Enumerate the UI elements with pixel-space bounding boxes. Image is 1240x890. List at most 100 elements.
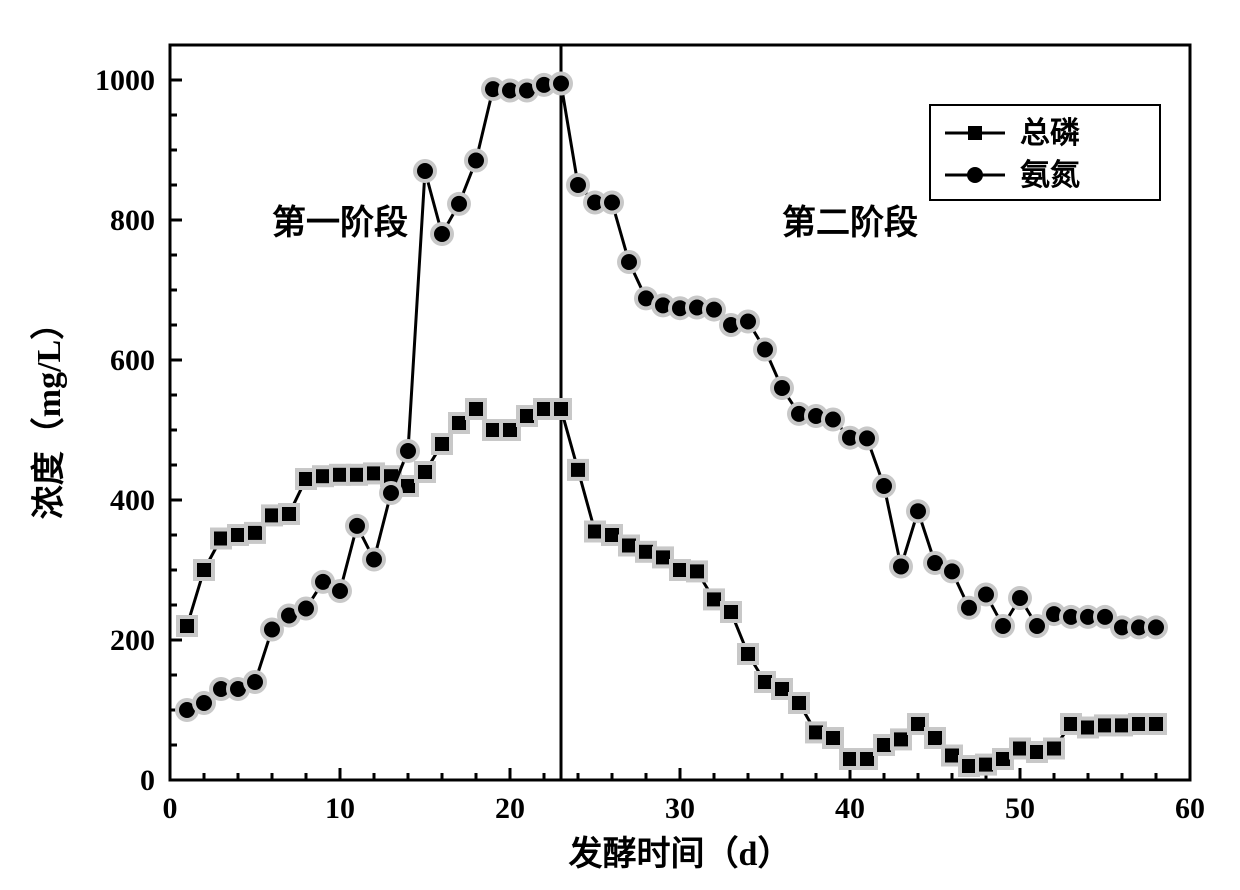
- marker-square: [1132, 717, 1146, 731]
- marker-square: [792, 696, 806, 710]
- x-tick-label: 0: [163, 792, 178, 825]
- marker-circle: [298, 601, 314, 617]
- marker-square: [1030, 745, 1044, 759]
- marker-square: [690, 564, 704, 578]
- x-axis-title: 发酵时间（d）: [569, 834, 792, 873]
- marker-square: [503, 423, 517, 437]
- marker-circle: [570, 177, 586, 193]
- marker-square: [452, 416, 466, 430]
- marker-square: [537, 402, 551, 416]
- marker-circle: [417, 163, 433, 179]
- marker-square: [843, 752, 857, 766]
- y-axis-title: 浓度（mg/L）: [29, 306, 68, 519]
- legend-label: 氨氮: [1020, 159, 1080, 192]
- marker-circle: [876, 478, 892, 494]
- marker-circle: [451, 196, 467, 212]
- marker-circle: [1029, 618, 1045, 634]
- marker-square: [265, 508, 279, 522]
- marker-square: [928, 731, 942, 745]
- marker-square: [656, 550, 670, 564]
- legend-marker-square: [968, 126, 982, 140]
- marker-square: [1064, 717, 1078, 731]
- marker-circle: [825, 412, 841, 428]
- marker-square: [197, 563, 211, 577]
- x-tick-label: 30: [665, 792, 695, 825]
- marker-circle: [944, 563, 960, 579]
- marker-circle: [859, 430, 875, 446]
- marker-square: [1115, 718, 1129, 732]
- x-tick-label: 10: [325, 792, 355, 825]
- marker-circle: [757, 342, 773, 358]
- x-tick-label: 60: [1175, 792, 1205, 825]
- marker-square: [775, 682, 789, 696]
- y-tick-label: 600: [110, 344, 155, 377]
- marker-square: [1149, 717, 1163, 731]
- marker-square: [299, 472, 313, 486]
- marker-square: [809, 725, 823, 739]
- marker-square: [350, 468, 364, 482]
- marker-square: [1013, 742, 1027, 756]
- marker-square: [860, 752, 874, 766]
- marker-square: [588, 525, 602, 539]
- marker-square: [673, 563, 687, 577]
- annotation-0: 第一阶段: [272, 203, 408, 242]
- marker-circle: [706, 302, 722, 318]
- marker-circle: [604, 195, 620, 211]
- marker-circle: [893, 559, 909, 575]
- y-tick-label: 800: [110, 204, 155, 237]
- marker-square: [401, 479, 415, 493]
- y-tick-label: 400: [110, 484, 155, 517]
- marker-square: [435, 437, 449, 451]
- marker-square: [741, 647, 755, 661]
- marker-circle: [468, 153, 484, 169]
- marker-square: [248, 526, 262, 540]
- marker-square: [571, 463, 585, 477]
- marker-square: [622, 539, 636, 553]
- chart-container: 0102030405060发酵时间（d）02004006008001000浓度（…: [0, 0, 1240, 890]
- marker-square: [282, 507, 296, 521]
- marker-circle: [434, 226, 450, 242]
- marker-square: [979, 758, 993, 772]
- x-tick-label: 20: [495, 792, 525, 825]
- marker-circle: [995, 618, 1011, 634]
- marker-square: [877, 738, 891, 752]
- y-tick-label: 1000: [95, 64, 155, 97]
- marker-square: [724, 605, 738, 619]
- marker-circle: [978, 587, 994, 603]
- marker-square: [1098, 718, 1112, 732]
- marker-circle: [400, 443, 416, 459]
- marker-square: [367, 466, 381, 480]
- marker-square: [1081, 721, 1095, 735]
- marker-square: [962, 759, 976, 773]
- marker-square: [180, 619, 194, 633]
- marker-circle: [383, 485, 399, 501]
- marker-square: [826, 731, 840, 745]
- marker-square: [605, 528, 619, 542]
- marker-circle: [740, 314, 756, 330]
- marker-circle: [774, 380, 790, 396]
- marker-circle: [332, 583, 348, 599]
- marker-square: [418, 465, 432, 479]
- y-tick-label: 200: [110, 624, 155, 657]
- marker-circle: [196, 695, 212, 711]
- marker-square: [758, 675, 772, 689]
- marker-circle: [553, 76, 569, 92]
- marker-square: [231, 528, 245, 542]
- chart-svg: 0102030405060发酵时间（d）02004006008001000浓度（…: [0, 0, 1240, 890]
- marker-square: [214, 532, 228, 546]
- marker-square: [996, 752, 1010, 766]
- y-tick-label: 0: [140, 764, 155, 797]
- marker-square: [639, 545, 653, 559]
- marker-circle: [621, 254, 637, 270]
- x-tick-label: 50: [1005, 792, 1035, 825]
- marker-circle: [1148, 619, 1164, 635]
- marker-square: [333, 468, 347, 482]
- marker-circle: [1097, 609, 1113, 625]
- marker-square: [469, 402, 483, 416]
- legend: 总磷氨氮: [930, 105, 1160, 200]
- legend-label: 总磷: [1020, 117, 1080, 150]
- marker-square: [316, 469, 330, 483]
- marker-square: [1047, 742, 1061, 756]
- marker-circle: [349, 518, 365, 534]
- marker-square: [486, 423, 500, 437]
